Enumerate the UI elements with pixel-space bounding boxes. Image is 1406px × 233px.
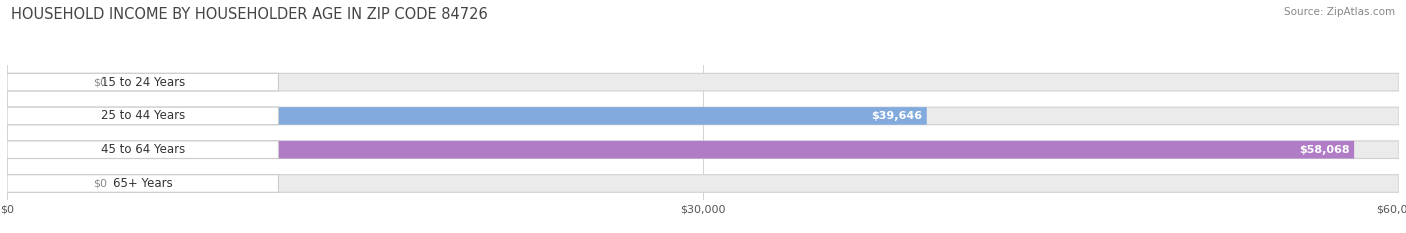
FancyBboxPatch shape [7, 107, 278, 125]
FancyBboxPatch shape [7, 141, 278, 158]
FancyBboxPatch shape [7, 73, 278, 91]
FancyBboxPatch shape [7, 175, 278, 192]
Text: 45 to 64 Years: 45 to 64 Years [101, 143, 184, 156]
FancyBboxPatch shape [7, 107, 1399, 125]
Text: Source: ZipAtlas.com: Source: ZipAtlas.com [1284, 7, 1395, 17]
FancyBboxPatch shape [7, 141, 1399, 158]
Text: 65+ Years: 65+ Years [112, 177, 173, 190]
Text: $0: $0 [93, 77, 107, 87]
FancyBboxPatch shape [7, 73, 83, 91]
FancyBboxPatch shape [7, 107, 927, 125]
FancyBboxPatch shape [7, 175, 83, 192]
Text: 15 to 24 Years: 15 to 24 Years [101, 76, 184, 89]
Text: $39,646: $39,646 [872, 111, 922, 121]
Text: 25 to 44 Years: 25 to 44 Years [101, 110, 184, 122]
FancyBboxPatch shape [7, 175, 1399, 192]
FancyBboxPatch shape [7, 73, 1399, 91]
Text: $58,068: $58,068 [1299, 145, 1350, 155]
FancyBboxPatch shape [7, 141, 1354, 158]
Text: HOUSEHOLD INCOME BY HOUSEHOLDER AGE IN ZIP CODE 84726: HOUSEHOLD INCOME BY HOUSEHOLDER AGE IN Z… [11, 7, 488, 22]
Text: $0: $0 [93, 178, 107, 188]
